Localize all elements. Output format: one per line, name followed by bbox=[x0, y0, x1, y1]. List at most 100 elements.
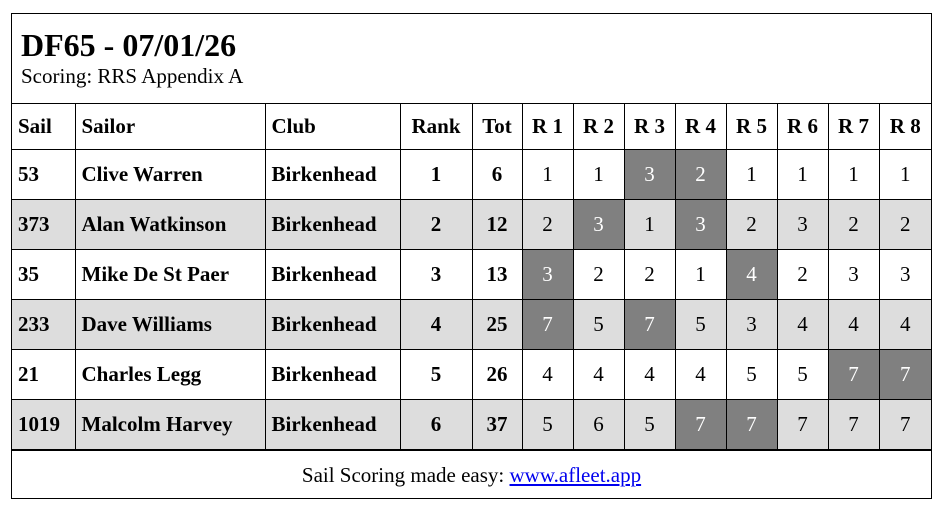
race-score-discarded: 3 bbox=[521, 249, 574, 300]
race-score-discarded: 7 bbox=[521, 299, 574, 350]
race-score: 2 bbox=[725, 199, 778, 250]
club-cell: Birkenhead bbox=[264, 199, 401, 250]
rank-cell: 6 bbox=[399, 399, 473, 450]
race-score: 1 bbox=[521, 149, 574, 200]
race-score: 2 bbox=[827, 199, 880, 250]
race-score: 7 bbox=[878, 399, 931, 450]
sail-cell: 21 bbox=[12, 349, 76, 400]
column-header-r6: R 6 bbox=[776, 104, 829, 150]
sailor-cell: Malcolm Harvey bbox=[74, 399, 266, 450]
race-score-discarded: 3 bbox=[623, 149, 676, 200]
page-title: DF65 - 07/01/26 bbox=[21, 27, 237, 63]
race-score: 5 bbox=[572, 299, 625, 350]
column-header-r8: R 8 bbox=[878, 104, 931, 150]
race-score: 4 bbox=[521, 349, 574, 400]
race-score: 4 bbox=[674, 349, 727, 400]
sailor-cell: Dave Williams bbox=[74, 299, 266, 350]
sailor-cell: Mike De St Paer bbox=[74, 249, 266, 300]
table-row: 233 Dave Williams Birkenhead 4 25 7 5 7 5 3 4 4 4 bbox=[12, 299, 931, 350]
race-score: 5 bbox=[623, 399, 676, 450]
rank-cell: 1 bbox=[399, 149, 473, 200]
sailor-cell: Clive Warren bbox=[74, 149, 266, 200]
race-score-discarded: 2 bbox=[674, 149, 727, 200]
race-score: 4 bbox=[878, 299, 931, 350]
race-score: 2 bbox=[572, 249, 625, 300]
column-header-club: Club bbox=[264, 104, 401, 150]
race-score: 5 bbox=[674, 299, 727, 350]
race-score: 1 bbox=[827, 149, 880, 200]
column-header-r4: R 4 bbox=[674, 104, 727, 150]
race-score: 3 bbox=[827, 249, 880, 300]
rank-cell: 5 bbox=[399, 349, 473, 400]
rank-cell: 2 bbox=[399, 199, 473, 250]
total-cell: 25 bbox=[471, 299, 523, 350]
race-score: 4 bbox=[776, 299, 829, 350]
sail-cell: 1019 bbox=[12, 399, 76, 450]
column-header-sail: Sail bbox=[12, 104, 76, 150]
club-cell: Birkenhead bbox=[264, 349, 401, 400]
total-cell: 37 bbox=[471, 399, 523, 450]
rank-cell: 4 bbox=[399, 299, 473, 350]
column-header-r7: R 7 bbox=[827, 104, 880, 150]
club-cell: Birkenhead bbox=[264, 399, 401, 450]
table-row: 53 Clive Warren Birkenhead 1 6 1 1 3 2 1 1 1 1 bbox=[12, 149, 931, 200]
sail-cell: 373 bbox=[12, 199, 76, 250]
race-score: 3 bbox=[725, 299, 778, 350]
race-score-discarded: 7 bbox=[878, 349, 931, 400]
sail-cell: 233 bbox=[12, 299, 76, 350]
total-cell: 13 bbox=[471, 249, 523, 300]
race-score: 4 bbox=[623, 349, 676, 400]
race-score-discarded: 3 bbox=[572, 199, 625, 250]
table-row: 1019 Malcolm Harvey Birkenhead 6 37 5 6 5 7 7 7 7 7 bbox=[12, 399, 931, 450]
table-row: 35 Mike De St Paer Birkenhead 3 13 3 2 2 1 4 2 3 3 bbox=[12, 249, 931, 300]
race-score: 5 bbox=[521, 399, 574, 450]
total-cell: 12 bbox=[471, 199, 523, 250]
race-score-discarded: 7 bbox=[623, 299, 676, 350]
club-cell: Birkenhead bbox=[264, 299, 401, 350]
race-score: 2 bbox=[623, 249, 676, 300]
footer-text: Sail Scoring made easy: bbox=[301, 463, 510, 487]
footer: Sail Scoring made easy: www.afleet.app bbox=[12, 450, 931, 499]
race-score: 4 bbox=[572, 349, 625, 400]
race-score: 6 bbox=[572, 399, 625, 450]
scoring-system: Scoring: RRS Appendix A bbox=[21, 64, 244, 88]
race-score: 1 bbox=[572, 149, 625, 200]
race-score: 2 bbox=[521, 199, 574, 250]
race-score-discarded: 7 bbox=[827, 349, 880, 400]
results-panel: DF65 - 07/01/26 Scoring: RRS Appendix A … bbox=[11, 13, 932, 499]
race-score: 1 bbox=[725, 149, 778, 200]
total-cell: 6 bbox=[471, 149, 523, 200]
rank-cell: 3 bbox=[399, 249, 473, 300]
race-score: 5 bbox=[725, 349, 778, 400]
race-score: 2 bbox=[878, 199, 931, 250]
column-header-r3: R 3 bbox=[623, 104, 676, 150]
column-header-rank: Rank bbox=[399, 104, 473, 150]
race-score: 1 bbox=[878, 149, 931, 200]
sailor-cell: Charles Legg bbox=[74, 349, 266, 400]
club-cell: Birkenhead bbox=[264, 149, 401, 200]
race-score: 1 bbox=[623, 199, 676, 250]
race-score-discarded: 4 bbox=[725, 249, 778, 300]
afleet-link[interactable]: www.afleet.app bbox=[509, 463, 642, 487]
column-header-sailor: Sailor bbox=[74, 104, 266, 150]
column-header-r1: R 1 bbox=[521, 104, 574, 150]
sailor-cell: Alan Watkinson bbox=[74, 199, 266, 250]
table-row: 21 Charles Legg Birkenhead 5 26 4 4 4 4 5 5 7 7 bbox=[12, 349, 931, 400]
results-header: DF65 - 07/01/26 Scoring: RRS Appendix A bbox=[12, 14, 931, 104]
race-score-discarded: 7 bbox=[725, 399, 778, 450]
race-score: 5 bbox=[776, 349, 829, 400]
race-score: 1 bbox=[776, 149, 829, 200]
total-cell: 26 bbox=[471, 349, 523, 400]
race-score-discarded: 7 bbox=[674, 399, 727, 450]
race-score: 3 bbox=[878, 249, 931, 300]
race-score: 2 bbox=[776, 249, 829, 300]
race-score-discarded: 3 bbox=[674, 199, 727, 250]
table-row: 373 Alan Watkinson Birkenhead 2 12 2 3 1 3 2 3 2 2 bbox=[12, 199, 931, 250]
race-score: 3 bbox=[776, 199, 829, 250]
column-header-tot: Tot bbox=[471, 104, 523, 150]
race-score: 7 bbox=[827, 399, 880, 450]
column-header-r5: R 5 bbox=[725, 104, 778, 150]
race-score: 7 bbox=[776, 399, 829, 450]
